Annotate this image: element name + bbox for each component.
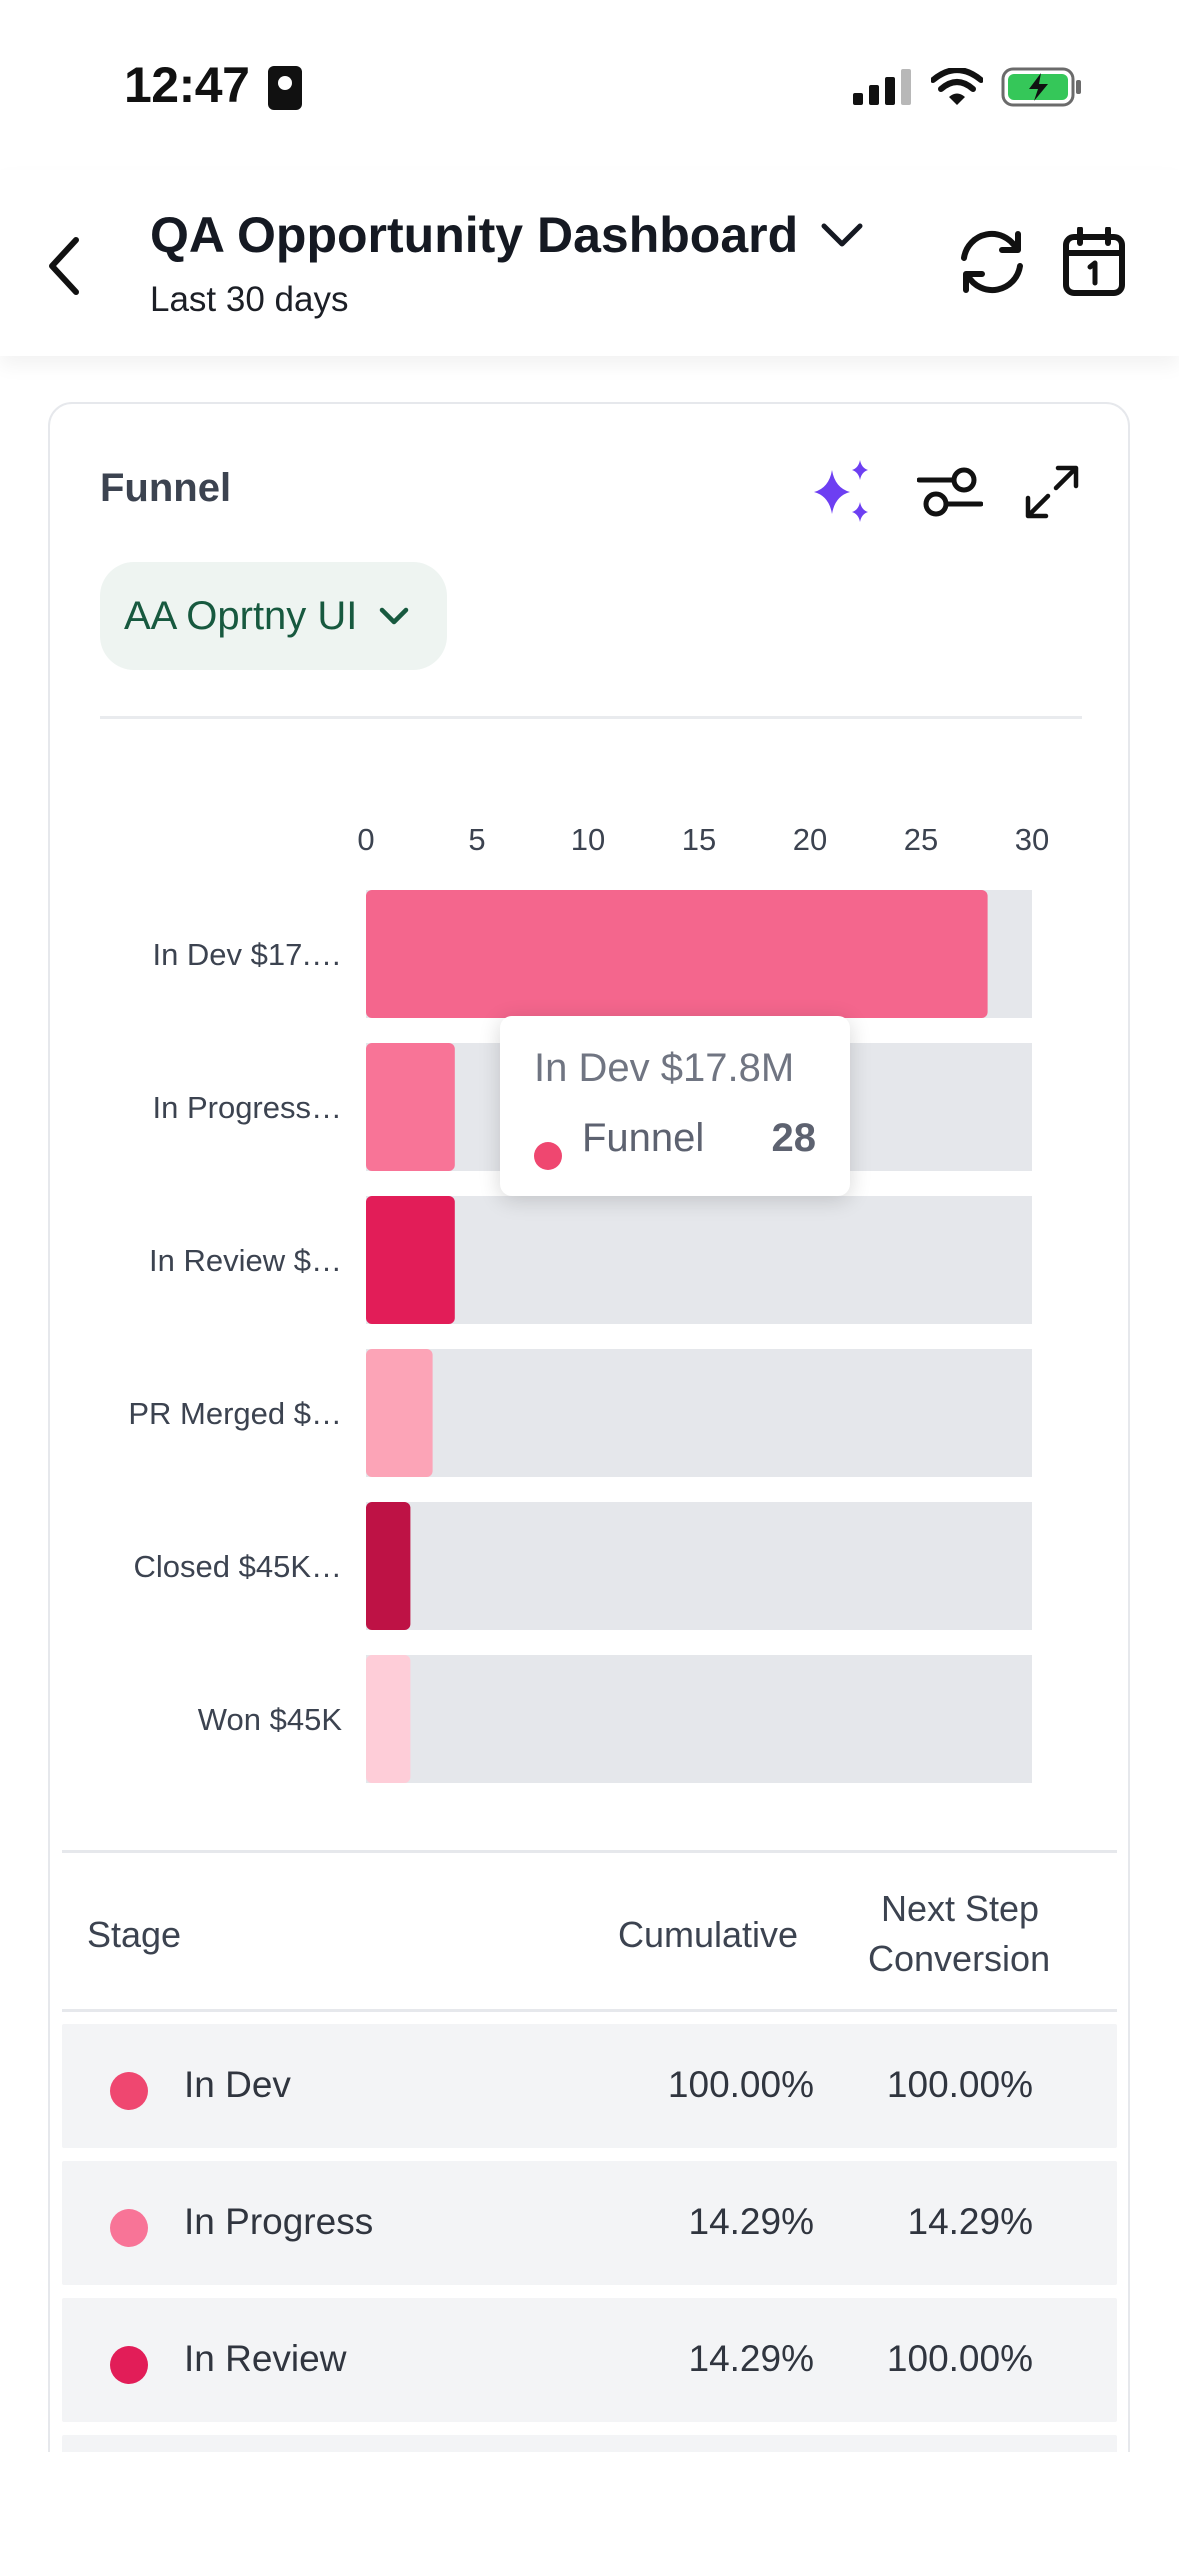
battery-charging-icon	[1001, 67, 1081, 107]
row-stage: In Progress	[184, 2201, 374, 2242]
signal-icon	[853, 69, 911, 105]
bar-track	[366, 1196, 1032, 1324]
refresh-icon	[961, 230, 1023, 294]
status-bar: 12:47	[0, 0, 1179, 150]
funnel-bar[interactable]	[366, 1196, 455, 1324]
bottom-fade	[0, 2452, 1179, 2556]
funnel-bar[interactable]	[366, 890, 988, 1018]
ai-insights-button[interactable]	[802, 452, 882, 532]
header: QA Opportunity Dashboard Last 30 days	[0, 170, 1179, 356]
tooltip-series-name: Funnel	[582, 1116, 705, 1160]
filter-button[interactable]	[910, 452, 990, 532]
table-row[interactable]: In Dev 100.00% 100.00%	[62, 2024, 1117, 2148]
category-label: Closed $45K…	[133, 1549, 342, 1584]
header-stage: Stage	[87, 1914, 182, 1955]
row-next-step: 100.00%	[886, 2064, 1033, 2105]
category-label: In Dev $17.…	[152, 937, 342, 972]
row-cumulative: 14.29%	[688, 2201, 815, 2242]
row-next-step: 100.00%	[886, 2338, 1033, 2379]
stage-color-dot	[110, 2072, 148, 2110]
row-cumulative: 14.29%	[688, 2338, 815, 2379]
id-badge-icon	[268, 66, 302, 110]
category-label: In Progress…	[152, 1090, 342, 1125]
funnel-bar[interactable]	[366, 1655, 411, 1783]
category-label: Won $45K	[198, 1702, 343, 1737]
wifi-icon	[931, 68, 983, 105]
header-next-step: Next Step	[881, 1888, 1040, 1929]
refresh-button[interactable]	[950, 220, 1034, 304]
row-cumulative: 100.00%	[667, 2064, 814, 2105]
funnel-chart: 0 5 10 15 20 25 30 In Dev $17.… In Progress… In R…	[128, 822, 1049, 1783]
stage-color-dot	[110, 2346, 148, 2384]
page-title: QA Opportunity Dashboard	[150, 207, 799, 263]
chevron-down-icon	[821, 223, 863, 247]
chevron-left-icon	[49, 237, 79, 295]
x-tick-label: 15	[682, 822, 716, 857]
back-button[interactable]	[34, 226, 94, 306]
header-cumulative: Cumulative	[618, 1914, 799, 1955]
calendar-icon	[1063, 227, 1125, 296]
row-stage: In Review	[184, 2338, 347, 2379]
funnel-bar[interactable]	[366, 1349, 433, 1477]
chart-tooltip: In Dev $17.8M Funnel 28	[500, 1016, 850, 1196]
tooltip-series-dot	[534, 1142, 562, 1170]
table-header-rule	[62, 2009, 1117, 2012]
category-label: In Review $…	[149, 1243, 342, 1278]
category-label: PR Merged $…	[128, 1396, 342, 1431]
funnel-bar[interactable]	[366, 1043, 455, 1171]
funnel-bar[interactable]	[366, 1502, 411, 1630]
x-tick-label: 0	[357, 822, 374, 857]
tooltip-title: In Dev $17.8M	[534, 1046, 795, 1090]
sliders-icon	[917, 467, 983, 517]
row-stage: In Dev	[184, 2064, 291, 2105]
table-row[interactable]: In Review 14.29% 100.00%	[62, 2298, 1117, 2422]
bar-track	[366, 1655, 1032, 1783]
header-conversion: Conversion	[868, 1938, 1051, 1979]
table-top-rule	[62, 1850, 1117, 1853]
table-row[interactable]: In Progress 14.29% 14.29%	[62, 2161, 1117, 2285]
chevron-down-icon	[380, 607, 409, 625]
x-tick-label: 20	[793, 822, 827, 857]
tooltip-value: 28	[771, 1116, 817, 1160]
x-tick-label: 5	[468, 822, 485, 857]
status-time: 12:47	[124, 57, 250, 113]
x-tick-label: 10	[571, 822, 605, 857]
report-selector-label: AA Oprtny UI	[124, 593, 358, 638]
card-divider	[100, 716, 1082, 719]
dashboard-selector[interactable]: QA Opportunity Dashboard	[150, 206, 864, 264]
stage-color-dot	[110, 2209, 148, 2247]
x-tick-label: 25	[904, 822, 938, 857]
row-next-step: 14.29%	[907, 2201, 1034, 2242]
date-range-label: Last 30 days	[150, 280, 349, 319]
expand-icon	[1025, 465, 1079, 519]
calendar-button[interactable]	[1052, 220, 1136, 304]
bar-track	[366, 1349, 1032, 1477]
expand-button[interactable]	[1012, 452, 1092, 532]
report-selector[interactable]: AA Oprtny UI	[100, 562, 448, 670]
status-icons	[853, 62, 1083, 112]
sparkles-icon	[814, 460, 868, 522]
x-tick-label: 30	[1015, 822, 1049, 857]
card-title: Funnel	[100, 466, 232, 510]
bar-track	[366, 1502, 1032, 1630]
